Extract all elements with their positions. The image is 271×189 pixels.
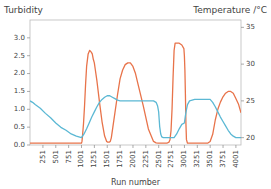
y2-tick-label: 20 bbox=[246, 134, 255, 142]
x-tick-label: 2751 bbox=[167, 150, 175, 168]
y2-axis-label: Temperature /°C bbox=[192, 5, 267, 15]
y2-tick bbox=[241, 100, 244, 101]
y2-tick-label: 35 bbox=[246, 23, 255, 31]
x-tick-label: 1001 bbox=[77, 150, 85, 168]
y-axis: 0.0 0.5 1.0 1.5 2.0 2.5 3.0 bbox=[14, 34, 30, 149]
y-tick-label: 1.0 bbox=[14, 105, 25, 113]
x-tick bbox=[171, 145, 172, 148]
x-tick-label: 751 bbox=[65, 150, 73, 163]
lines bbox=[30, 43, 241, 143]
x-tick bbox=[210, 145, 211, 148]
y-tick bbox=[27, 91, 30, 92]
x-tick-label: 501 bbox=[52, 150, 60, 163]
x-tick bbox=[68, 145, 69, 148]
y-tick bbox=[27, 127, 30, 128]
y2-tick bbox=[241, 27, 244, 28]
x-tick bbox=[223, 145, 224, 148]
y-tick-label: 2.5 bbox=[14, 52, 25, 60]
x-axis: 251 501 751 1001 1251 1501 1751 2001 2251 2501 275… bbox=[39, 145, 240, 168]
y2-tick-label: 30 bbox=[246, 60, 255, 68]
x-tick-label: 251 bbox=[39, 150, 47, 163]
x-tick-label: 4001 bbox=[232, 150, 240, 168]
y-tick bbox=[27, 37, 30, 38]
x-tick bbox=[107, 145, 108, 148]
x-tick-label: 3001 bbox=[180, 150, 188, 168]
y-tick-label: 0.0 bbox=[14, 141, 25, 149]
x-tick-label: 3501 bbox=[206, 150, 214, 168]
chart: 251 501 751 1001 1251 1501 1751 2001 2251 2501 275… bbox=[0, 0, 271, 189]
x-tick-label: 3751 bbox=[219, 150, 227, 168]
x-tick bbox=[132, 145, 133, 148]
x-axis-label: Run number bbox=[111, 178, 161, 187]
x-tick bbox=[158, 145, 159, 148]
x-tick bbox=[184, 145, 185, 148]
x-tick-label: 1501 bbox=[103, 150, 111, 168]
y-tick-label: 0.5 bbox=[14, 123, 25, 131]
y2-tick bbox=[241, 137, 244, 138]
x-tick-label: 1751 bbox=[116, 150, 124, 168]
x-tick-label: 3251 bbox=[193, 150, 201, 168]
plot-frame bbox=[30, 20, 241, 145]
y2-tick bbox=[241, 64, 244, 65]
y-tick bbox=[27, 55, 30, 56]
y-axis-label: Turbidity bbox=[3, 5, 43, 15]
y-tick bbox=[27, 145, 30, 146]
x-tick bbox=[55, 145, 56, 148]
x-tick-label: 2001 bbox=[129, 150, 137, 168]
x-tick bbox=[235, 145, 236, 148]
y-tick-label: 2.0 bbox=[14, 69, 25, 77]
x-tick bbox=[120, 145, 121, 148]
y-tick-label: 1.5 bbox=[14, 87, 25, 95]
series-line bbox=[30, 96, 241, 138]
x-tick-label: 1251 bbox=[90, 150, 98, 168]
x-tick bbox=[94, 145, 95, 148]
y2-axis: 20 25 30 35 bbox=[241, 23, 255, 141]
y-tick bbox=[27, 109, 30, 110]
x-tick bbox=[81, 145, 82, 148]
y-tick-label: 3.0 bbox=[14, 34, 25, 42]
x-tick bbox=[42, 145, 43, 148]
x-tick-label: 2251 bbox=[142, 150, 150, 168]
series-line bbox=[30, 43, 241, 143]
y2-tick-label: 25 bbox=[246, 97, 255, 105]
x-tick bbox=[145, 145, 146, 148]
x-tick-label: 2501 bbox=[155, 150, 163, 168]
x-tick bbox=[197, 145, 198, 148]
y-tick bbox=[27, 73, 30, 74]
